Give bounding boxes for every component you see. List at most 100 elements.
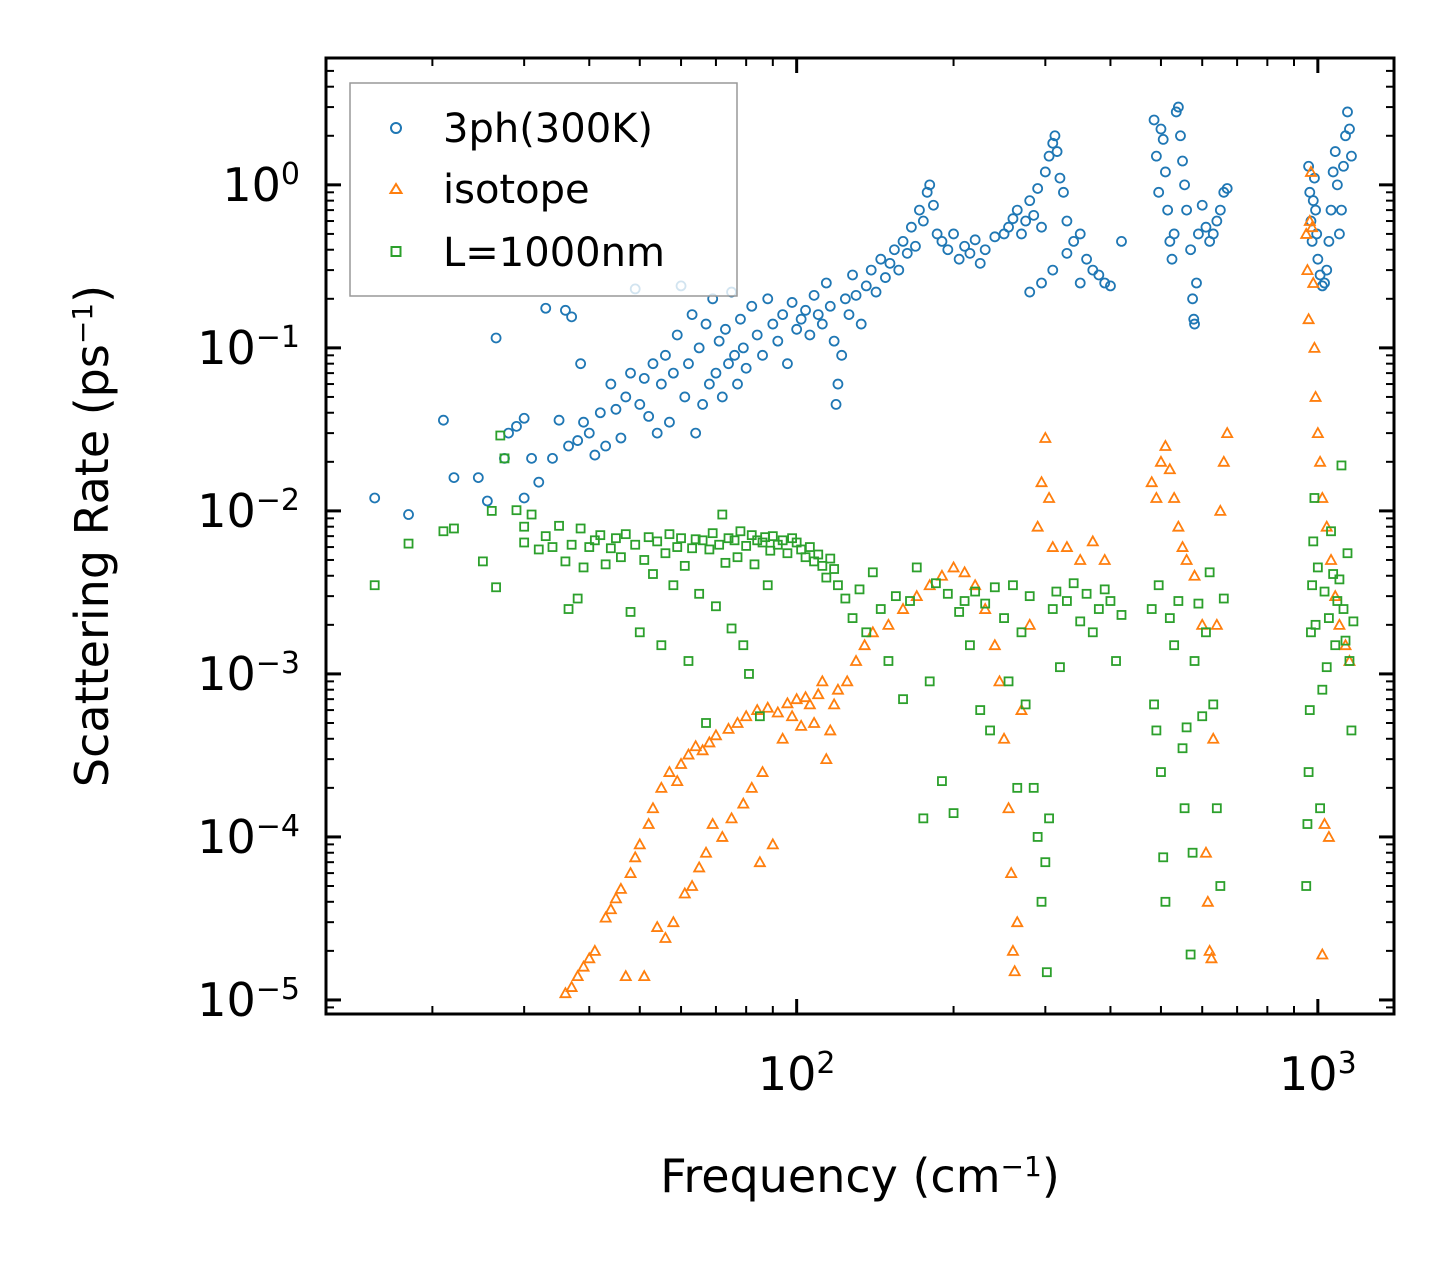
data-point-l1000nm <box>1173 596 1184 606</box>
data-point-isotope <box>790 692 804 705</box>
data-point-l1000nm <box>679 560 690 571</box>
data-point-l1000nm <box>1062 596 1072 606</box>
data-point-isotope <box>896 602 910 614</box>
data-point-l1000nm <box>924 676 935 687</box>
data-point-3ph <box>910 240 921 252</box>
data-point-l1000nm <box>1111 656 1121 666</box>
data-point-l1000nm <box>1334 574 1345 585</box>
data-point-3ph <box>511 420 522 432</box>
data-point-l1000nm <box>1304 705 1315 715</box>
data-point-3ph <box>1157 134 1169 145</box>
data-point-l1000nm <box>1036 896 1047 907</box>
data-point-3ph <box>560 304 571 316</box>
data-point-3ph <box>1020 215 1032 227</box>
data-point-3ph <box>643 410 655 422</box>
data-point-l1000nm <box>711 601 721 612</box>
data-point-l1000nm <box>754 711 765 722</box>
data-point-3ph <box>1196 199 1208 211</box>
data-point-l1000nm <box>1179 803 1190 814</box>
legend-label-3ph: 3ph(300K) <box>443 106 653 152</box>
y-axis-label: Scattering Rate (ps−1) <box>65 285 119 787</box>
data-point-3ph <box>804 329 816 341</box>
data-point-l1000nm <box>1149 699 1159 710</box>
data-point-3ph <box>824 300 836 312</box>
data-point-3ph <box>729 349 740 361</box>
data-point-isotope <box>1038 431 1052 443</box>
data-point-isotope <box>766 837 780 850</box>
data-point-l1000nm <box>477 556 488 567</box>
data-point-3ph <box>836 349 848 361</box>
data-point-3ph <box>820 277 832 289</box>
data-point-3ph <box>989 231 1001 243</box>
data-point-l1000nm <box>1003 676 1014 687</box>
data-point-l1000nm <box>1189 656 1200 666</box>
data-point-isotope <box>1203 944 1217 956</box>
data-point-3ph <box>1193 228 1204 240</box>
data-point-l1000nm <box>533 544 544 555</box>
data-point-3ph <box>1024 195 1036 207</box>
data-point-l1000nm <box>369 580 380 591</box>
data-point-3ph <box>786 297 798 308</box>
data-point-l1000nm <box>1012 782 1023 793</box>
data-point-3ph <box>713 335 725 347</box>
data-point-isotope <box>1031 519 1045 532</box>
data-point-l1000nm <box>1307 580 1318 591</box>
data-point-3ph <box>746 300 758 312</box>
data-point-isotope <box>739 709 753 722</box>
data-point-l1000nm <box>449 523 459 534</box>
data-point-l1000nm <box>729 535 740 546</box>
data-point-3ph <box>979 244 991 256</box>
legend: 3ph(300K) isotope L=1000nm <box>349 82 738 297</box>
data-point-l1000nm <box>937 776 947 787</box>
data-point-3ph <box>1061 247 1073 259</box>
data-point-l1000nm <box>989 582 1000 593</box>
data-point-l1000nm <box>676 533 686 544</box>
data-point-l1000nm <box>959 596 970 606</box>
data-point-l1000nm <box>701 718 711 728</box>
data-point-3ph <box>928 199 939 211</box>
data-point-isotope <box>633 837 647 850</box>
data-point-l1000nm <box>1312 562 1323 573</box>
data-point-isotope <box>706 817 720 829</box>
data-point-3ph <box>1331 179 1343 191</box>
data-point-isotope <box>1300 263 1314 275</box>
legend-marker-isotope <box>388 182 404 194</box>
y-tick-label: 10−2 <box>197 482 300 538</box>
data-point-3ph <box>540 302 552 314</box>
data-point-l1000nm <box>800 552 811 563</box>
data-point-isotope <box>935 568 949 581</box>
data-point-l1000nm <box>1310 619 1321 630</box>
major-ticks <box>326 58 1394 1014</box>
data-point-3ph <box>518 492 530 504</box>
data-point-3ph <box>553 414 565 426</box>
data-point-3ph <box>875 253 887 265</box>
data-point-l1000nm <box>954 607 965 617</box>
data-point-l1000nm <box>741 540 752 551</box>
data-point-isotope <box>750 703 764 715</box>
data-point-l1000nm <box>1169 640 1180 651</box>
data-point-l1000nm <box>825 553 836 564</box>
data-point-isotope <box>599 910 613 923</box>
data-point-isotope <box>1006 944 1020 956</box>
data-point-3ph <box>448 472 460 484</box>
data-point-l1000nm <box>1151 725 1162 736</box>
data-point-l1000nm <box>1187 847 1198 858</box>
data-point-l1000nm <box>918 813 929 824</box>
data-point-isotope <box>702 735 716 748</box>
data-point-l1000nm <box>833 580 843 591</box>
data-point-isotope <box>1220 426 1234 439</box>
data-point-isotope <box>1014 703 1029 715</box>
data-point-3ph <box>1105 280 1116 292</box>
data-point-isotope <box>1206 731 1220 744</box>
data-point-isotope <box>1299 227 1313 239</box>
data-point-3ph <box>710 367 722 379</box>
data-point-3ph <box>740 362 752 374</box>
data-point-l1000nm <box>639 555 650 565</box>
data-point-l1000nm <box>707 528 718 539</box>
data-point-l1000nm <box>985 725 995 736</box>
data-point-3ph <box>1319 277 1330 289</box>
data-point-3ph <box>732 378 743 390</box>
data-point-3ph <box>563 440 574 452</box>
data-point-3ph <box>547 452 558 464</box>
data-point-isotope <box>1305 220 1319 233</box>
